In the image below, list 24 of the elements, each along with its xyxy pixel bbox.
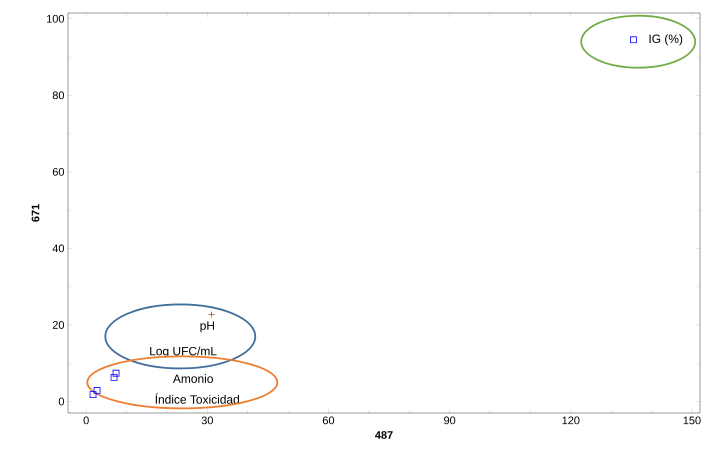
point bbox=[94, 387, 100, 394]
y-axis-title: 671 bbox=[32, 204, 40, 222]
y-tick-label: 40 bbox=[52, 244, 64, 252]
y-tick-label: 100 bbox=[47, 14, 64, 23]
y-tick-label: 80 bbox=[52, 91, 64, 100]
x-tick-label: 0 bbox=[84, 416, 89, 424]
annotation: Amonio bbox=[172, 374, 213, 383]
point bbox=[630, 36, 637, 44]
y-tick-label: 0 bbox=[58, 398, 64, 406]
x-tick-label: 120 bbox=[562, 416, 580, 424]
point bbox=[110, 374, 118, 381]
annotation: Índice Toxicidad bbox=[156, 393, 239, 404]
x-tick-label: 60 bbox=[322, 416, 334, 424]
annotation: IG (%) bbox=[650, 34, 682, 46]
x-tick-label: 150 bbox=[684, 416, 701, 424]
x-tick-label: 90 bbox=[444, 416, 456, 424]
point bbox=[112, 370, 120, 377]
x-axis-title: 487 bbox=[375, 431, 393, 439]
x-tick-label: 30 bbox=[202, 416, 213, 424]
annotation: pH bbox=[200, 322, 214, 332]
y-tick-label: 20 bbox=[52, 321, 64, 329]
point bbox=[90, 391, 96, 398]
y-tick-label: 60 bbox=[52, 168, 64, 176]
point bbox=[208, 311, 215, 318]
